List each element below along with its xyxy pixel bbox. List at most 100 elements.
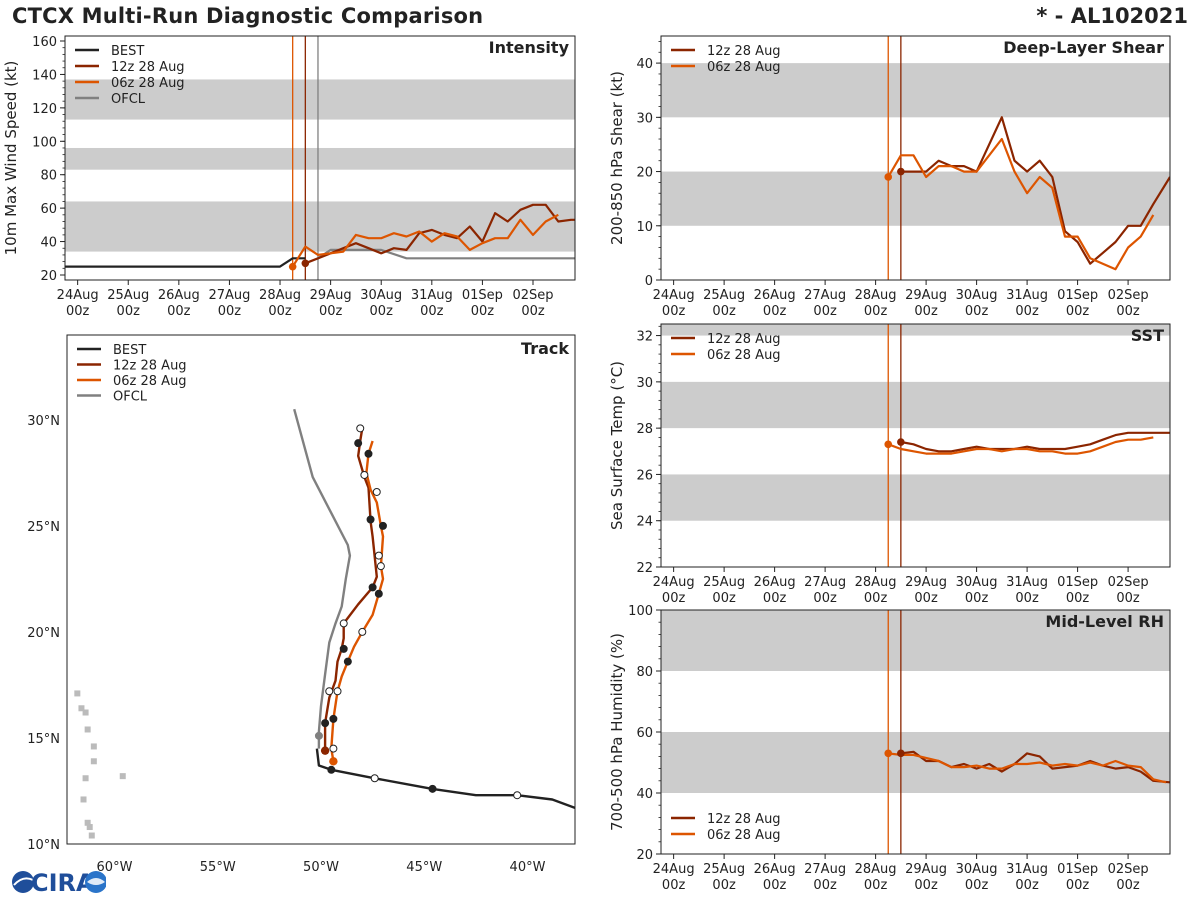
intensity-xtick-hour: 00z <box>167 304 191 319</box>
track-start-marker-run06 <box>329 757 338 766</box>
track-map: 60°W 55°W 50°W 45°W 40°W 10°N 15°N 20°N 25°N 30°N… <box>27 334 576 875</box>
track-marker-run06 <box>374 589 383 598</box>
track-marker-best <box>327 765 336 774</box>
track-ytick-label: 10°N <box>27 838 60 853</box>
shear-xtick-hour: 00z <box>813 304 837 319</box>
rh-xtick-hour: 00z <box>712 878 736 893</box>
sst-series-run06 <box>887 436 1154 455</box>
track-marker-run06 <box>343 657 352 666</box>
sst-xtick-day: 02Sep <box>1108 575 1149 590</box>
rh-xtick-day: 30Aug <box>956 862 998 877</box>
intensity-xtick-hour: 00z <box>319 304 343 319</box>
intensity-xtick-hour: 00z <box>521 304 545 319</box>
island <box>78 705 85 712</box>
track-legend-label: BEST <box>113 343 146 358</box>
intensity-ytick-label: 60 <box>40 202 57 217</box>
rh-ylabel: 700-500 hPa Humidity (%) <box>608 633 626 831</box>
rh-xtick-day: 26Aug <box>754 862 796 877</box>
intensity-ytick-label: 40 <box>40 236 57 251</box>
island <box>84 726 91 733</box>
shear-series-run06 <box>887 137 1155 271</box>
track-marker-run06 <box>364 449 373 458</box>
rh-xtick-hour: 00z <box>1066 878 1090 893</box>
shear-xtick-hour: 00z <box>1015 304 1039 319</box>
intensity-xtick-hour: 00z <box>420 304 444 319</box>
sst-xtick-hour: 00z <box>864 591 888 606</box>
intensity-legend-label: 12z 28 Aug <box>111 60 185 75</box>
track-marker-best <box>513 791 522 800</box>
rh-xtick-day: 02Sep <box>1108 862 1149 877</box>
rh-xtick-day: 27Aug <box>804 862 846 877</box>
sst-xtick-hour: 00z <box>1066 591 1090 606</box>
rh-series-run06 <box>888 752 1167 784</box>
intensity-xtick-day: 01Sep <box>462 288 503 303</box>
intensity-series-best <box>65 257 306 268</box>
sst-xtick-hour: 00z <box>662 591 686 606</box>
sst-xtick-hour: 00z <box>712 591 736 606</box>
island <box>88 832 95 839</box>
track-xtick-label: 60°W <box>97 860 133 875</box>
sst-xtick-day: 31Aug <box>1006 575 1048 590</box>
sst-ytick-label: 22 <box>636 561 653 576</box>
shear-xtick-day: 27Aug <box>804 288 846 303</box>
island <box>90 758 97 765</box>
rh-ytick-label: 20 <box>636 848 653 863</box>
rh-legend-label: 06z 28 Aug <box>707 828 781 843</box>
shear-xtick-hour: 00z <box>1066 304 1090 319</box>
rh-xtick-hour: 00z <box>1015 878 1039 893</box>
storm-id: * - AL102021 <box>1036 4 1188 28</box>
rh-start-marker-run06 <box>884 749 893 758</box>
track-ytick-label: 30°N <box>27 414 60 429</box>
rh-ytick-label: 100 <box>628 604 653 619</box>
track-series-best <box>315 748 575 810</box>
rh-xtick-hour: 00z <box>763 878 787 893</box>
track-marker-run12 <box>321 719 330 728</box>
shear-xtick-day: 26Aug <box>754 288 796 303</box>
rh-xtick-hour: 00z <box>1116 878 1140 893</box>
track-plot-area <box>74 408 575 839</box>
track-legend-label: 06z 28 Aug <box>113 374 187 389</box>
sst-ytick-label: 24 <box>636 515 653 530</box>
logo-globe-icon <box>12 871 34 893</box>
sst-ytick-label: 28 <box>636 422 653 437</box>
shear-xtick-day: 28Aug <box>855 288 897 303</box>
rh-ytick-label: 80 <box>636 665 653 680</box>
rh-xtick-hour: 00z <box>914 878 938 893</box>
shear-xtick-hour: 00z <box>914 304 938 319</box>
sst-title: SST <box>1131 326 1164 345</box>
track-xtick-label: 55°W <box>200 860 236 875</box>
island <box>82 775 89 782</box>
shear-ytick-label: 30 <box>636 111 653 126</box>
intensity-legend-label: BEST <box>111 44 144 59</box>
track-xtick-label: 50°W <box>303 860 339 875</box>
shear-xtick-day: 02Sep <box>1108 288 1149 303</box>
shear-ylabel: 200-850 hPa Shear (kt) <box>608 71 626 245</box>
sst-ytick-label: 26 <box>636 468 653 483</box>
track-marker-run12 <box>325 687 334 696</box>
intensity-band <box>65 201 575 252</box>
sst-ytick-label: 32 <box>636 330 653 345</box>
intensity-band <box>65 147 575 170</box>
island <box>84 819 91 826</box>
shear-xtick-hour: 00z <box>965 304 989 319</box>
sst-band <box>661 381 1170 429</box>
rh-xtick-hour: 00z <box>662 878 686 893</box>
intensity-start-marker-run12 <box>301 259 310 268</box>
rh-xtick-day: 31Aug <box>1006 862 1048 877</box>
sst-xtick-hour: 00z <box>763 591 787 606</box>
sst-ylabel: Sea Surface Temp (°C) <box>608 361 626 530</box>
shear-xtick-hour: 00z <box>712 304 736 319</box>
sst-xtick-hour: 00z <box>1015 591 1039 606</box>
sst-xtick-hour: 00z <box>813 591 837 606</box>
intensity-ytick-label: 120 <box>32 102 57 117</box>
rh-xtick-hour: 00z <box>864 878 888 893</box>
shear-title: Deep-Layer Shear <box>1003 38 1164 57</box>
track-marker-run12 <box>339 644 348 653</box>
shear-ytick-label: 0 <box>645 274 653 289</box>
track-frame <box>66 334 576 845</box>
rh-band <box>661 610 1170 671</box>
sst-legend-label: 12z 28 Aug <box>707 332 781 347</box>
intensity-ytick-label: 80 <box>40 169 57 184</box>
rh-ytick-label: 40 <box>636 787 653 802</box>
sst-xtick-day: 24Aug <box>653 575 695 590</box>
